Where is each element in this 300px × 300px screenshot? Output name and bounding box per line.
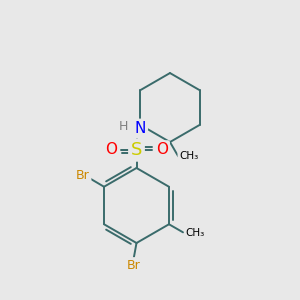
Text: S: S [131,141,142,159]
Text: O: O [156,142,168,158]
Text: Br: Br [76,169,89,182]
Text: CH₃: CH₃ [179,151,198,161]
Text: O: O [105,142,117,158]
Text: N: N [134,121,146,136]
Text: H: H [118,120,128,134]
Text: CH₃: CH₃ [185,228,205,238]
Text: Br: Br [127,259,140,272]
